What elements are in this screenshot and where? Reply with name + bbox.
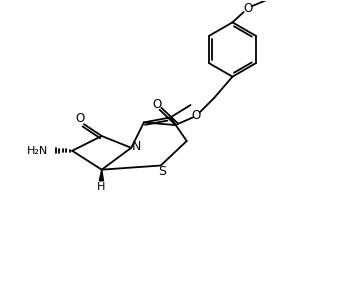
Text: H₂N: H₂N (26, 146, 48, 156)
Text: O: O (76, 112, 85, 126)
Text: H: H (97, 182, 105, 192)
Text: O: O (152, 98, 161, 111)
Text: S: S (159, 165, 167, 178)
Text: O: O (243, 2, 252, 15)
Text: N: N (131, 140, 141, 153)
Polygon shape (99, 170, 103, 181)
Text: O: O (192, 109, 201, 122)
